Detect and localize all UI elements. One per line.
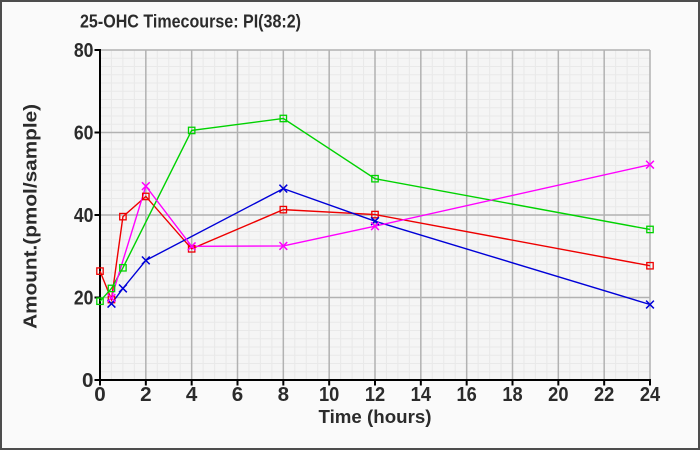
svg-text:25-OHC Timecourse: PI(38:2): 25-OHC Timecourse: PI(38:2): [80, 11, 301, 31]
svg-text:14: 14: [411, 383, 432, 406]
svg-text:10: 10: [319, 383, 339, 406]
svg-text:24: 24: [640, 383, 661, 406]
svg-text:Amount.(pmol/sample): Amount.(pmol/sample): [21, 104, 41, 329]
svg-text:8: 8: [278, 383, 289, 406]
svg-text:6: 6: [232, 383, 243, 406]
svg-text:0: 0: [82, 369, 93, 392]
svg-text:4: 4: [186, 383, 198, 406]
svg-text:18: 18: [502, 383, 522, 406]
svg-text:20: 20: [548, 383, 568, 406]
svg-text:Time (hours): Time (hours): [319, 407, 432, 427]
svg-text:12: 12: [365, 383, 385, 406]
svg-text:2: 2: [140, 383, 151, 406]
svg-text:80: 80: [74, 39, 94, 62]
svg-text:0: 0: [94, 383, 105, 406]
svg-text:60: 60: [74, 122, 94, 145]
svg-text:20: 20: [74, 287, 94, 310]
svg-text:16: 16: [457, 383, 477, 406]
svg-text:40: 40: [74, 204, 94, 227]
svg-text:22: 22: [594, 383, 614, 406]
